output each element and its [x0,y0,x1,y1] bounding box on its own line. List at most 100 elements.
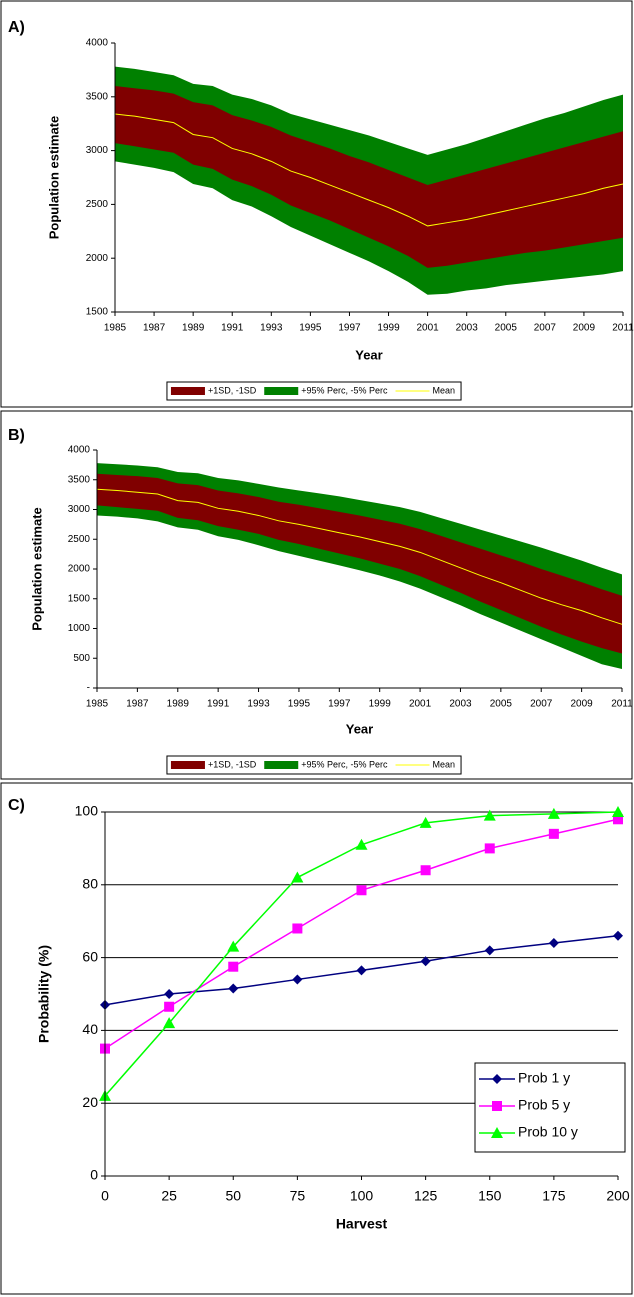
panel-frame [0,0,633,408]
y-axis-title: Population estimate [29,507,44,631]
marker [356,885,367,896]
x-tick-label: 1987 [126,699,149,710]
marker [163,1017,176,1029]
y-tick-label: 3500 [86,91,109,102]
marker [164,989,175,999]
y-tick-label: 40 [82,1021,98,1037]
y-tick-label: 100 [75,803,99,819]
marker [484,843,495,854]
y-tick-label: 1500 [86,307,109,318]
legend-label: Prob 5 y [518,1097,570,1113]
x-tick-label: 125 [414,1188,438,1204]
legend-swatch [264,387,299,395]
marker [292,923,303,934]
x-tick-label: 1987 [143,323,166,334]
x-tick-label: 2001 [409,699,432,710]
mean-line [96,488,623,625]
x-tick-label: 175 [542,1188,566,1204]
marker [548,828,559,839]
x-tick-label: 2005 [495,323,518,334]
series-line [104,811,619,1097]
band-area [115,86,623,268]
legend-swatch [170,761,205,769]
y-tick-label: 20 [82,1094,98,1110]
marker [292,974,303,985]
x-tick-label: 100 [350,1188,374,1204]
panel-label: B) [8,427,25,444]
marker [492,1074,502,1084]
y-tick-label: 80 [82,876,98,892]
x-tick-label: 25 [161,1188,177,1204]
x-tick-label: 2011 [612,323,634,334]
x-tick-label: 2009 [573,323,596,334]
marker [612,806,624,817]
y-tick-label: 1000 [68,623,91,634]
marker [613,930,623,941]
x-tick-label: 200 [606,1188,630,1204]
y-tick-label: 2000 [86,253,109,264]
x-tick-label: 1997 [328,699,351,710]
marker [228,983,239,994]
legend-label: Prob 1 y [518,1070,570,1086]
legend: +1SD, -1SD +95% Perc, -5% Perc Mean [166,381,462,401]
y-tick-label: 3500 [68,474,91,485]
x-tick-label: 2005 [490,699,513,710]
marker [228,961,239,972]
marker [355,838,368,850]
x-tick-label: 1995 [288,699,311,710]
panel-frame [0,410,633,780]
x-tick-label: 2009 [570,699,593,710]
y-tick-label: 3000 [86,145,109,156]
x-tick-label: 50 [225,1188,241,1204]
marker [492,1101,502,1111]
x-tick-label: 2011 [611,699,633,710]
panel-label: A) [8,19,25,36]
marker [356,965,367,976]
mean-line [114,113,624,227]
x-axis-title: Year [346,721,373,736]
y-tick-label: 3000 [68,504,91,515]
x-tick-label: 2003 [449,699,472,710]
y-tick-label: 1500 [68,593,91,604]
y-tick-label: 500 [73,653,90,664]
x-tick-label: 2007 [530,699,553,710]
x-tick-label: 1991 [221,323,244,334]
legend-label: +95% Perc, -5% Perc [301,385,388,395]
marker [419,816,432,828]
marker [483,809,496,821]
x-tick-label: 1999 [377,323,400,334]
x-tick-label: 1997 [338,323,361,334]
band-area [97,473,622,654]
x-tick-label: 0 [101,1188,109,1204]
legend: +1SD, -1SD +95% Perc, -5% Perc Mean [166,755,462,775]
x-tick-label: 2003 [456,323,479,334]
marker [227,940,240,952]
x-tick-label: 1985 [86,699,109,710]
series-line [104,818,619,1050]
x-axis-title: Harvest [336,1216,388,1232]
y-tick-label: 2500 [86,199,109,210]
x-tick-label: 1999 [369,699,392,710]
panel-frame [0,782,633,1295]
marker [491,1127,503,1138]
x-tick-label: 1993 [260,323,283,334]
panel-label: C) [8,797,25,814]
y-tick-label: - [87,683,90,694]
x-axis-title: Year [355,347,382,362]
marker [548,938,559,949]
legend-box [166,381,462,401]
y-tick-label: 0 [90,1167,98,1183]
marker [484,945,495,956]
x-tick-label: 1991 [207,699,230,710]
legend-label: Mean [433,385,456,395]
legend-box [166,755,462,775]
x-tick-label: 2007 [534,323,557,334]
legend-label: Prob 10 y [518,1124,578,1140]
x-tick-label: 150 [478,1188,502,1204]
x-tick-label: 1989 [182,323,205,334]
x-tick-label: 1989 [167,699,190,710]
y-tick-label: 4000 [86,38,109,49]
legend-swatch [264,761,299,769]
